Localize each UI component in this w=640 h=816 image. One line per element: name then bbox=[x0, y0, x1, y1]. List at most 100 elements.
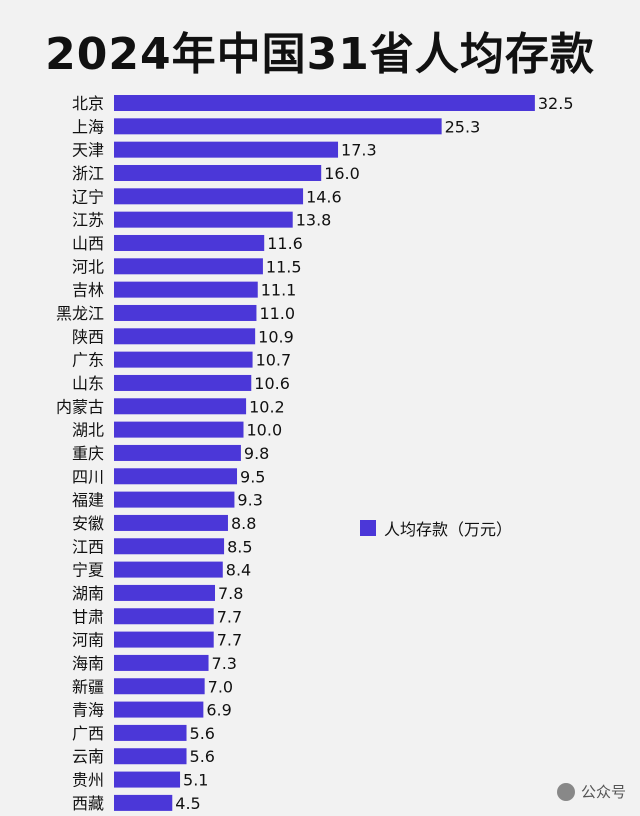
category-label: 福建 bbox=[72, 491, 104, 510]
data-label: 10.6 bbox=[254, 374, 290, 393]
bar bbox=[114, 748, 187, 765]
bar bbox=[114, 304, 257, 321]
data-label: 25.3 bbox=[445, 117, 481, 136]
category-label: 陕西 bbox=[72, 327, 104, 346]
bar bbox=[114, 468, 238, 485]
legend-swatch bbox=[360, 520, 376, 536]
data-label: 11.5 bbox=[266, 257, 302, 276]
bar bbox=[114, 141, 339, 158]
data-label: 9.3 bbox=[237, 491, 262, 510]
category-label: 四川 bbox=[72, 467, 104, 486]
category-label: 黑龙江 bbox=[56, 304, 104, 323]
category-label: 北京 bbox=[72, 94, 104, 113]
bar bbox=[114, 281, 258, 298]
category-label: 海南 bbox=[72, 654, 104, 673]
data-label: 8.8 bbox=[231, 514, 256, 533]
category-label: 西藏 bbox=[72, 794, 104, 813]
data-label: 11.0 bbox=[259, 304, 295, 323]
category-label: 新疆 bbox=[72, 677, 104, 696]
bar bbox=[114, 654, 209, 671]
category-label: 云南 bbox=[72, 747, 104, 766]
watermark: 公众号 bbox=[556, 781, 626, 802]
data-label: 5.6 bbox=[190, 747, 215, 766]
data-label: 32.5 bbox=[538, 94, 574, 113]
data-label: 5.6 bbox=[190, 724, 215, 743]
data-label: 7.8 bbox=[218, 584, 243, 603]
bar bbox=[114, 538, 225, 555]
bar bbox=[114, 421, 244, 438]
category-label: 江西 bbox=[72, 537, 104, 556]
bar bbox=[114, 514, 228, 531]
bar bbox=[114, 584, 216, 601]
data-label: 13.8 bbox=[296, 211, 332, 230]
bar bbox=[114, 631, 214, 648]
data-label: 10.0 bbox=[247, 421, 283, 440]
data-label: 7.7 bbox=[217, 631, 242, 650]
bar bbox=[114, 794, 173, 811]
data-label: 4.5 bbox=[175, 794, 200, 813]
data-label: 10.9 bbox=[258, 327, 294, 346]
category-label: 湖南 bbox=[72, 584, 104, 603]
category-label: 贵州 bbox=[72, 771, 104, 790]
bar bbox=[114, 724, 187, 741]
data-label: 9.5 bbox=[240, 467, 265, 486]
bar bbox=[114, 95, 535, 111]
data-label: 7.3 bbox=[212, 654, 237, 673]
category-label: 安徽 bbox=[72, 514, 104, 533]
bar bbox=[114, 608, 214, 625]
data-label: 8.5 bbox=[227, 537, 252, 556]
data-label: 6.9 bbox=[206, 701, 231, 720]
chart-title: 2024年中国31省人均存款 bbox=[45, 29, 595, 80]
category-label: 广东 bbox=[72, 351, 104, 370]
bar bbox=[114, 188, 304, 205]
category-label: 江苏 bbox=[72, 211, 104, 230]
bar bbox=[114, 328, 256, 345]
category-label: 河北 bbox=[72, 257, 104, 276]
bar bbox=[114, 561, 223, 578]
category-label: 河南 bbox=[72, 631, 104, 650]
data-label: 8.4 bbox=[226, 561, 251, 580]
bar bbox=[114, 164, 322, 181]
category-label: 上海 bbox=[72, 117, 104, 136]
bar bbox=[114, 398, 247, 415]
category-label: 浙江 bbox=[72, 164, 104, 183]
data-label: 5.1 bbox=[183, 771, 208, 790]
watermark-text: 公众号 bbox=[580, 783, 626, 801]
category-label: 宁夏 bbox=[72, 561, 104, 580]
category-label: 青海 bbox=[72, 701, 104, 720]
legend-label: 人均存款（万元） bbox=[384, 520, 513, 539]
bar bbox=[114, 771, 181, 788]
category-label: 山西 bbox=[72, 234, 104, 253]
data-label: 9.8 bbox=[244, 444, 269, 463]
data-label: 11.6 bbox=[267, 234, 303, 253]
bar bbox=[114, 211, 293, 228]
data-label: 11.1 bbox=[261, 281, 297, 300]
data-label: 10.2 bbox=[249, 397, 285, 416]
category-label: 重庆 bbox=[72, 444, 104, 463]
bar bbox=[114, 351, 253, 368]
data-label: 7.7 bbox=[217, 607, 242, 626]
category-label: 天津 bbox=[72, 141, 104, 160]
bar bbox=[114, 701, 204, 718]
bar bbox=[114, 118, 442, 135]
category-label: 山东 bbox=[72, 374, 104, 393]
bar bbox=[114, 444, 241, 461]
wechat-icon bbox=[556, 782, 575, 801]
category-label: 湖北 bbox=[72, 421, 104, 440]
category-label: 内蒙古 bbox=[56, 397, 104, 416]
bar bbox=[114, 374, 252, 391]
category-label: 甘肃 bbox=[72, 607, 104, 626]
data-label: 17.3 bbox=[341, 141, 377, 160]
category-label: 广西 bbox=[72, 724, 104, 743]
legend: 人均存款（万元） bbox=[360, 516, 512, 540]
bar bbox=[114, 258, 263, 275]
category-label: 辽宁 bbox=[72, 187, 104, 206]
data-label: 10.7 bbox=[256, 351, 292, 370]
bar bbox=[114, 678, 205, 695]
data-label: 16.0 bbox=[324, 164, 360, 183]
category-label: 吉林 bbox=[72, 281, 104, 300]
data-label: 14.6 bbox=[306, 187, 342, 206]
bar bbox=[114, 491, 235, 508]
data-label: 7.0 bbox=[208, 677, 233, 696]
